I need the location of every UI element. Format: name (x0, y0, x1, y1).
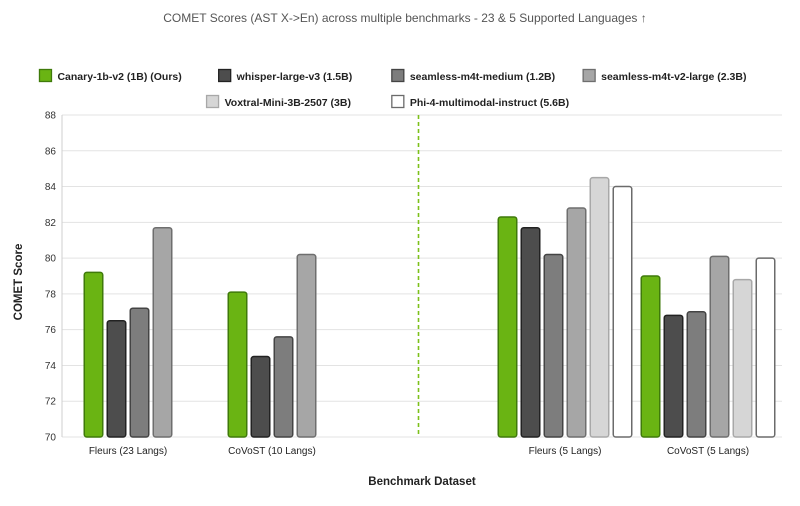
y-tick-label: 76 (45, 325, 57, 336)
axes: 70 72 74 76 78 80 82 84 86 88 Fleurs (23 Langs) CoV… (45, 111, 749, 458)
legend-label: seamless-m4t-medium (1.2B) (410, 71, 555, 83)
y-tick-label: 86 (45, 146, 57, 157)
legend-swatch (391, 94, 405, 109)
legend-label: Phi-4-multimodal-instruct (5.6B) (410, 97, 569, 109)
legend-swatch (582, 68, 596, 83)
legend-swatch (391, 68, 405, 83)
bar (296, 253, 317, 438)
legend-item: seamless-m4t-medium (1.2B) (391, 68, 555, 83)
legend-label: whisper-large-v3 (1.5B) (236, 71, 353, 83)
y-tick-label: 72 (45, 397, 57, 408)
y-tick-label: 74 (45, 361, 57, 372)
y-tick-label: 80 (45, 254, 57, 265)
bar (129, 307, 150, 438)
x-tick-label: CoVoST (5 Langs) (667, 446, 749, 457)
bar (755, 257, 776, 438)
bar (566, 207, 587, 438)
bar (663, 314, 684, 438)
legend-item: seamless-m4t-v2-large (2.3B) (582, 68, 746, 83)
bar (732, 278, 753, 438)
x-tick-label: CoVoST (10 Langs) (228, 446, 316, 457)
x-axis-label: Benchmark Dataset (368, 476, 476, 488)
legend-item: whisper-large-v3 (1.5B) (218, 68, 353, 83)
bar (640, 275, 661, 438)
bar (520, 226, 541, 438)
bar (106, 319, 127, 438)
bar (543, 253, 564, 438)
y-tick-label: 88 (45, 111, 57, 122)
y-tick-label: 78 (45, 289, 57, 300)
bars (83, 176, 776, 438)
legend: Canary-1b-v2 (1B) (Ours) whisper-large-v3… (38, 68, 746, 109)
bar (497, 216, 518, 438)
x-tick-label: Fleurs (5 Langs) (529, 446, 602, 457)
bar (589, 176, 610, 438)
bar (83, 271, 104, 438)
legend-label: Canary-1b-v2 (1B) (Ours) (57, 71, 181, 83)
y-axis-label: COMET Score (13, 244, 25, 321)
bar (686, 311, 707, 438)
legend-swatch (205, 94, 220, 109)
bar (250, 355, 271, 438)
bar (709, 255, 730, 438)
bar (152, 226, 173, 438)
legend-item: Phi-4-multimodal-instruct (5.6B) (391, 94, 569, 109)
gridlines (62, 114, 782, 438)
x-tick-label: Fleurs (23 Langs) (89, 446, 167, 457)
bar (273, 336, 294, 438)
y-tick-label: 70 (45, 433, 57, 444)
legend-label: seamless-m4t-v2-large (2.3B) (601, 71, 746, 83)
legend-item: Canary-1b-v2 (1B) (Ours) (38, 68, 182, 83)
bar (227, 291, 248, 438)
legend-swatch (38, 68, 53, 83)
legend-item: Voxtral-Mini-3B-2507 (3B) (205, 94, 351, 109)
bar (612, 185, 633, 438)
legend-swatch (218, 68, 232, 83)
y-tick-label: 82 (45, 218, 57, 229)
y-tick-label: 84 (45, 182, 57, 193)
legend-label: Voxtral-Mini-3B-2507 (3B) (225, 97, 351, 109)
chart-title: COMET Scores (AST X->En) across multiple… (163, 11, 646, 25)
